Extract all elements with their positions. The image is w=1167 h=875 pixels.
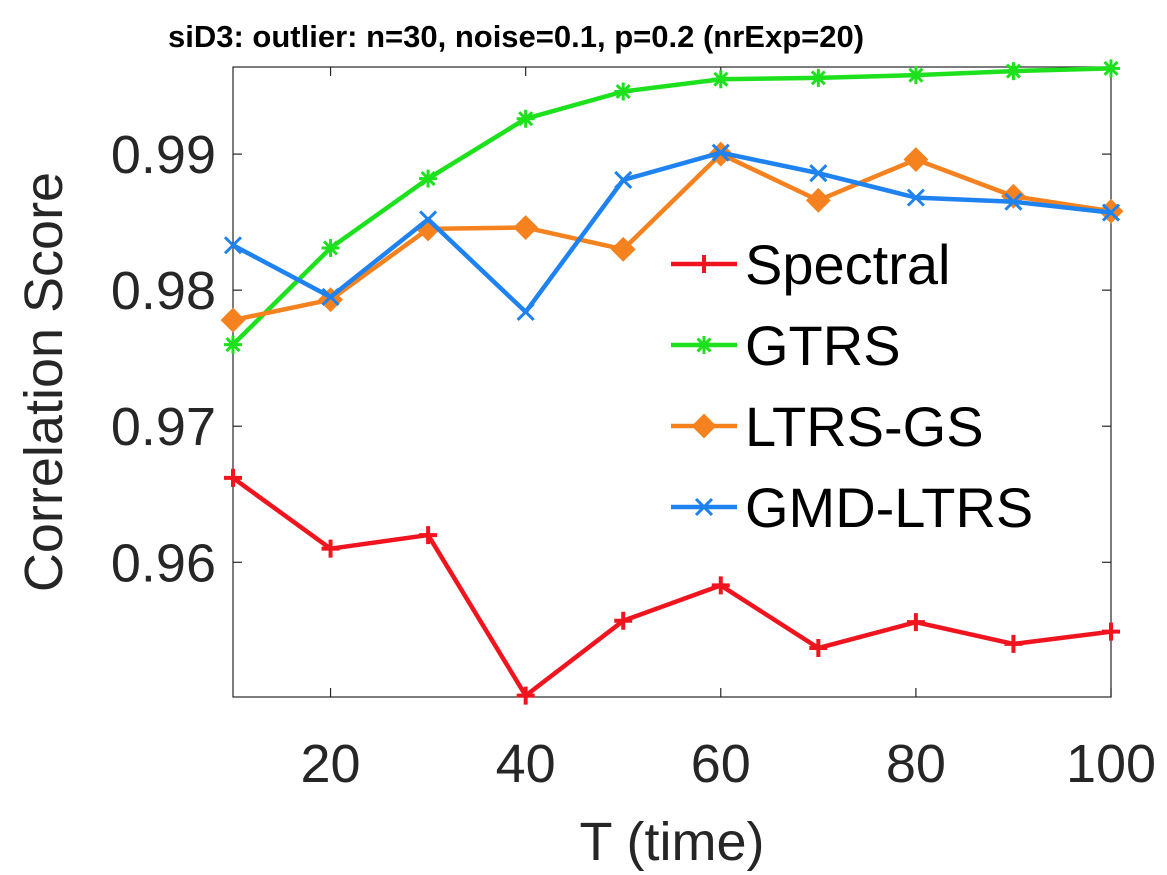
data-point xyxy=(224,335,242,354)
y-tick-labels: 0.96 0.97 0.98 0.99 xyxy=(111,125,216,593)
series-gtrs xyxy=(224,59,1120,354)
data-point xyxy=(805,187,831,213)
series-line xyxy=(231,66,1112,347)
data-point xyxy=(1004,634,1023,653)
y-tick-label: 0.96 xyxy=(111,533,216,593)
data-point xyxy=(516,302,535,321)
x-tick-label: 20 xyxy=(301,734,361,794)
data-point xyxy=(224,468,242,487)
data-point xyxy=(906,188,925,207)
data-point xyxy=(220,307,246,333)
data-point xyxy=(711,143,730,162)
legend-marker xyxy=(695,255,713,273)
data-point xyxy=(516,686,535,705)
data-point xyxy=(906,66,925,85)
x-tick-label: 80 xyxy=(886,734,946,794)
data-point xyxy=(610,236,636,262)
legend-marker xyxy=(695,336,713,354)
series-line xyxy=(231,150,1112,315)
data-point xyxy=(1004,62,1023,81)
legend: Spectral GTRS LTRS-GS GMD-LTRS xyxy=(671,233,1033,539)
series-group xyxy=(220,59,1124,705)
data-point xyxy=(1102,622,1120,641)
x-tick-label: 100 xyxy=(1066,734,1156,794)
data-point xyxy=(809,639,828,658)
legend-label: Spectral xyxy=(745,233,950,296)
data-point xyxy=(614,82,633,101)
data-point xyxy=(419,169,438,188)
legend-item: GMD-LTRS xyxy=(671,476,1033,539)
data-point xyxy=(809,164,828,183)
data-point xyxy=(223,236,243,255)
data-point xyxy=(1101,203,1121,222)
x-tick-labels: 20 40 60 80 100 xyxy=(301,734,1157,794)
series-line xyxy=(231,476,1112,698)
x-axis-label: T (time) xyxy=(580,812,765,872)
legend-marker xyxy=(694,497,714,517)
series-spectral xyxy=(224,468,1120,705)
series-gmd-ltrs xyxy=(223,143,1121,321)
legend-label: GTRS xyxy=(745,314,901,377)
legend-item: LTRS-GS xyxy=(671,395,984,458)
data-point xyxy=(903,147,929,172)
y-axis-label: Correlation Score xyxy=(14,172,74,592)
x-tick-label: 40 xyxy=(496,734,556,794)
data-point xyxy=(809,68,828,87)
data-point xyxy=(513,215,539,240)
data-point xyxy=(711,70,730,89)
plot-area xyxy=(220,59,1124,705)
data-point xyxy=(419,210,438,229)
data-point xyxy=(1004,192,1023,211)
data-point xyxy=(321,238,340,257)
data-point xyxy=(321,539,340,558)
data-point xyxy=(906,613,925,632)
legend-marker xyxy=(691,413,717,439)
data-point xyxy=(321,287,340,307)
legend-item: GTRS xyxy=(671,314,901,377)
y-tick-label: 0.99 xyxy=(111,125,216,185)
legend-label: LTRS-GS xyxy=(745,395,984,458)
y-tick-label: 0.97 xyxy=(111,397,216,457)
x-tick-label: 60 xyxy=(691,734,751,794)
series-line xyxy=(232,151,1112,323)
y-tick-label: 0.98 xyxy=(111,261,216,321)
data-point xyxy=(711,576,730,595)
legend-item: Spectral xyxy=(671,233,950,296)
data-point xyxy=(516,109,535,128)
data-point xyxy=(1102,59,1120,78)
data-point xyxy=(419,526,438,545)
legend-label: GMD-LTRS xyxy=(745,476,1033,539)
plot-frame xyxy=(232,66,1112,698)
data-point xyxy=(614,170,633,189)
chart-title: siD3: outlier: n=30, noise=0.1, p=0.2 (n… xyxy=(168,19,864,54)
data-point xyxy=(614,611,633,630)
